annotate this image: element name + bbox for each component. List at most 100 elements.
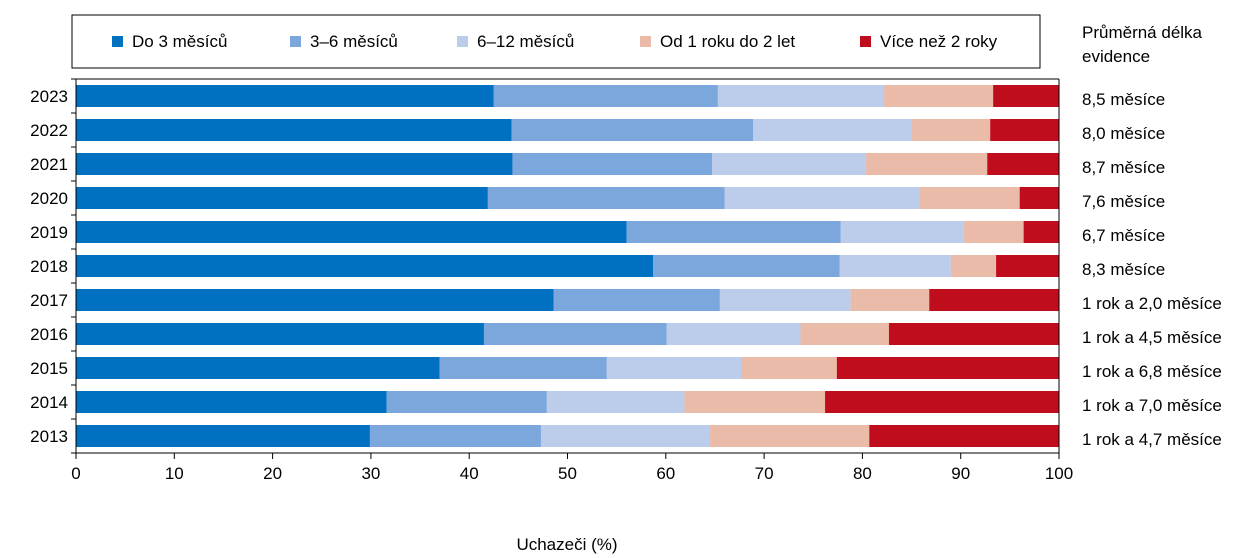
bar-segment — [76, 289, 554, 311]
legend-box — [71, 14, 1041, 69]
average-duration-label: 6,7 měsíce — [1082, 226, 1165, 245]
bar-segment — [719, 289, 851, 311]
bar-segment — [483, 323, 667, 345]
x-tick-label: 20 — [263, 464, 282, 483]
y-tick-label: 2015 — [30, 359, 68, 378]
bar-segment — [76, 187, 488, 209]
bar-segment — [76, 323, 484, 345]
bar-segment — [990, 119, 1059, 141]
bar-segment — [511, 119, 754, 141]
bar-segment — [712, 153, 866, 175]
average-duration-label: 1 rok a 7,0 měsíce — [1082, 396, 1222, 415]
bar-segment — [76, 221, 627, 243]
average-duration-title-line2: evidence — [1082, 47, 1150, 66]
average-duration-label: 1 rok a 6,8 měsíce — [1082, 362, 1222, 381]
bar-segment — [996, 255, 1059, 277]
legend-label: 6–12 měsíců — [477, 32, 574, 51]
bar-segment — [987, 153, 1059, 175]
y-tick-label: 2022 — [30, 121, 68, 140]
average-duration-label: 8,5 měsíce — [1082, 90, 1165, 109]
bar-segment — [76, 391, 387, 413]
bar-segment — [76, 119, 512, 141]
y-tick-label: 2020 — [30, 189, 68, 208]
y-tick-label: 2021 — [30, 155, 68, 174]
legend-swatch — [640, 36, 651, 47]
bar-segment — [741, 357, 837, 379]
bar-segment — [919, 187, 1020, 209]
bar-segment — [836, 357, 1059, 379]
bar-segment — [626, 221, 841, 243]
bar-segment — [888, 323, 1059, 345]
bar-segment — [865, 153, 988, 175]
bar-segment — [76, 357, 440, 379]
y-tick-label: 2019 — [30, 223, 68, 242]
legend-label: Do 3 měsíců — [132, 32, 227, 51]
bar-segment — [684, 391, 826, 413]
average-duration-label: 7,6 měsíce — [1082, 192, 1165, 211]
x-tick-label: 50 — [558, 464, 577, 483]
legend-label: 3–6 měsíců — [310, 32, 398, 51]
x-tick-label: 40 — [460, 464, 479, 483]
bar-segment — [540, 425, 711, 447]
legend-label: Od 1 roku do 2 let — [660, 32, 795, 51]
bar-segment — [493, 85, 718, 107]
bar-segment — [911, 119, 991, 141]
bar-segment — [439, 357, 607, 379]
average-duration-label: 1 rok a 2,0 měsíce — [1082, 294, 1222, 313]
y-tick-label: 2016 — [30, 325, 68, 344]
bar-segment — [386, 391, 547, 413]
bar-segment — [76, 153, 513, 175]
bar-segment — [993, 85, 1059, 107]
x-tick-label: 30 — [361, 464, 380, 483]
bar-segment — [950, 255, 997, 277]
bar-segment — [825, 391, 1059, 413]
bar-segment — [800, 323, 889, 345]
y-tick-label: 2023 — [30, 87, 68, 106]
bar-segment — [869, 425, 1059, 447]
legend-swatch — [112, 36, 123, 47]
average-duration-column: 8,5 měsíce 8,0 měsíce 8,7 měsíce 7,6 měsíce… — [1082, 90, 1222, 449]
bar-segment — [963, 221, 1024, 243]
bar-segment — [369, 425, 541, 447]
bar-segment — [606, 357, 742, 379]
bar-segment — [546, 391, 685, 413]
legend-swatch — [457, 36, 468, 47]
bar-segment — [710, 425, 870, 447]
legend: Do 3 měsíců 3–6 měsíců 6–12 měsíců Od 1 rok… — [71, 14, 1041, 69]
bar-segment — [850, 289, 930, 311]
bar-segment — [76, 255, 654, 277]
y-tick-label: 2013 — [30, 427, 68, 446]
bar-segment — [1023, 221, 1059, 243]
x-axis-title: Uchazeči (%) — [516, 535, 617, 554]
plot-area — [76, 78, 1060, 453]
bar-segment — [76, 425, 370, 447]
bar-segment — [724, 187, 920, 209]
bar-segment — [717, 85, 885, 107]
bar-segment — [753, 119, 912, 141]
x-tick-label: 80 — [853, 464, 872, 483]
y-tick-label: 2018 — [30, 257, 68, 276]
bar-segment — [929, 289, 1059, 311]
legend-label: Více než 2 roky — [880, 32, 998, 51]
x-axis: 0 10 20 30 40 50 60 70 80 90 100 — [71, 452, 1073, 483]
bar-segment — [666, 323, 801, 345]
y-tick-label: 2014 — [30, 393, 68, 412]
bar-segment — [840, 221, 964, 243]
x-tick-label: 10 — [165, 464, 184, 483]
x-tick-label: 60 — [656, 464, 675, 483]
average-duration-title: Průměrná délka — [1082, 23, 1203, 42]
bar-segment — [487, 187, 725, 209]
bar-segment — [884, 85, 994, 107]
legend-swatch — [860, 36, 871, 47]
bar-segment — [553, 289, 720, 311]
bar-segment — [653, 255, 840, 277]
x-tick-label: 100 — [1045, 464, 1073, 483]
average-duration-label: 8,3 měsíce — [1082, 260, 1165, 279]
bar-segment — [76, 85, 494, 107]
bar-segment — [839, 255, 951, 277]
bar-segment — [1019, 187, 1059, 209]
legend-swatch — [290, 36, 301, 47]
average-duration-label: 8,7 měsíce — [1082, 158, 1165, 177]
average-duration-label: 8,0 měsíce — [1082, 124, 1165, 143]
